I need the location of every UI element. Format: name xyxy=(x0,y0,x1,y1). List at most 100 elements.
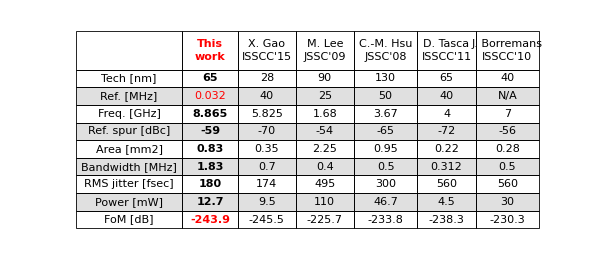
Bar xyxy=(182,140,238,158)
Text: 0.312: 0.312 xyxy=(431,162,463,172)
Text: 0.95: 0.95 xyxy=(373,144,398,154)
Bar xyxy=(182,70,238,87)
Text: FoM [dB]: FoM [dB] xyxy=(104,215,154,225)
Bar xyxy=(418,123,476,140)
Bar xyxy=(296,87,354,105)
Bar xyxy=(238,31,296,70)
Bar xyxy=(238,105,296,123)
Text: 560: 560 xyxy=(497,179,518,189)
Text: 46.7: 46.7 xyxy=(373,197,398,207)
Text: 12.7: 12.7 xyxy=(196,197,224,207)
Bar xyxy=(476,176,539,193)
Bar xyxy=(296,211,354,228)
Text: 0.032: 0.032 xyxy=(194,91,226,101)
Bar xyxy=(418,140,476,158)
Bar xyxy=(296,193,354,211)
Bar xyxy=(476,193,539,211)
Text: Freq. [GHz]: Freq. [GHz] xyxy=(98,109,160,119)
Text: C.-M. Hsu
JSSC'08: C.-M. Hsu JSSC'08 xyxy=(359,39,412,62)
Bar xyxy=(238,158,296,176)
Bar xyxy=(476,70,539,87)
Bar xyxy=(238,140,296,158)
Text: M. Lee
JSSC'09: M. Lee JSSC'09 xyxy=(304,39,346,62)
Bar xyxy=(296,105,354,123)
Bar xyxy=(354,193,418,211)
Bar xyxy=(476,87,539,105)
Bar xyxy=(354,211,418,228)
Bar xyxy=(418,87,476,105)
Bar xyxy=(476,70,539,87)
Bar xyxy=(182,87,238,105)
Bar xyxy=(76,87,182,105)
Bar xyxy=(296,158,354,176)
Bar xyxy=(476,140,539,158)
Bar xyxy=(76,193,182,211)
Text: 0.22: 0.22 xyxy=(434,144,459,154)
Bar xyxy=(182,193,238,211)
Bar xyxy=(354,211,418,228)
Bar xyxy=(418,211,476,228)
Bar xyxy=(354,31,418,70)
Text: 130: 130 xyxy=(375,74,396,84)
Text: Tech [nm]: Tech [nm] xyxy=(101,74,157,84)
Bar xyxy=(182,176,238,193)
Bar xyxy=(76,70,182,87)
Bar xyxy=(476,176,539,193)
Bar xyxy=(76,140,182,158)
Text: N/A: N/A xyxy=(497,91,517,101)
Text: -245.5: -245.5 xyxy=(249,215,285,225)
Bar xyxy=(418,140,476,158)
Bar xyxy=(296,176,354,193)
Bar xyxy=(76,193,182,211)
Bar xyxy=(76,176,182,193)
Bar xyxy=(418,176,476,193)
Text: J. Borremans
ISSCC'10: J. Borremans ISSCC'10 xyxy=(472,39,543,62)
Bar xyxy=(296,70,354,87)
Bar xyxy=(354,140,418,158)
Bar xyxy=(354,70,418,87)
Bar xyxy=(76,211,182,228)
Text: -72: -72 xyxy=(437,126,455,136)
Bar xyxy=(182,176,238,193)
Bar xyxy=(418,105,476,123)
Text: 40: 40 xyxy=(500,74,514,84)
Bar xyxy=(296,70,354,87)
Bar xyxy=(476,31,539,70)
Text: 0.83: 0.83 xyxy=(196,144,224,154)
Bar xyxy=(182,158,238,176)
Text: 7: 7 xyxy=(504,109,511,119)
Bar xyxy=(354,158,418,176)
Bar xyxy=(182,211,238,228)
Bar xyxy=(238,211,296,228)
Bar xyxy=(182,193,238,211)
Text: 0.35: 0.35 xyxy=(254,144,279,154)
Bar xyxy=(476,158,539,176)
Bar xyxy=(418,123,476,140)
Bar xyxy=(238,87,296,105)
Text: Power [mW]: Power [mW] xyxy=(95,197,163,207)
Text: 30: 30 xyxy=(500,197,514,207)
Bar xyxy=(76,31,182,70)
Bar xyxy=(476,211,539,228)
Text: 180: 180 xyxy=(199,179,221,189)
Text: -65: -65 xyxy=(377,126,395,136)
Bar xyxy=(418,158,476,176)
Bar xyxy=(238,193,296,211)
Bar xyxy=(354,105,418,123)
Bar xyxy=(238,193,296,211)
Bar xyxy=(182,105,238,123)
Text: 25: 25 xyxy=(318,91,332,101)
Bar xyxy=(354,87,418,105)
Text: -56: -56 xyxy=(499,126,517,136)
Text: 0.4: 0.4 xyxy=(316,162,334,172)
Bar xyxy=(76,123,182,140)
Bar xyxy=(418,70,476,87)
Bar xyxy=(296,140,354,158)
Text: -243.9: -243.9 xyxy=(190,215,230,225)
Text: 1.83: 1.83 xyxy=(196,162,224,172)
Bar xyxy=(238,140,296,158)
Bar xyxy=(354,140,418,158)
Bar xyxy=(418,211,476,228)
Text: 3.67: 3.67 xyxy=(373,109,398,119)
Bar xyxy=(296,211,354,228)
